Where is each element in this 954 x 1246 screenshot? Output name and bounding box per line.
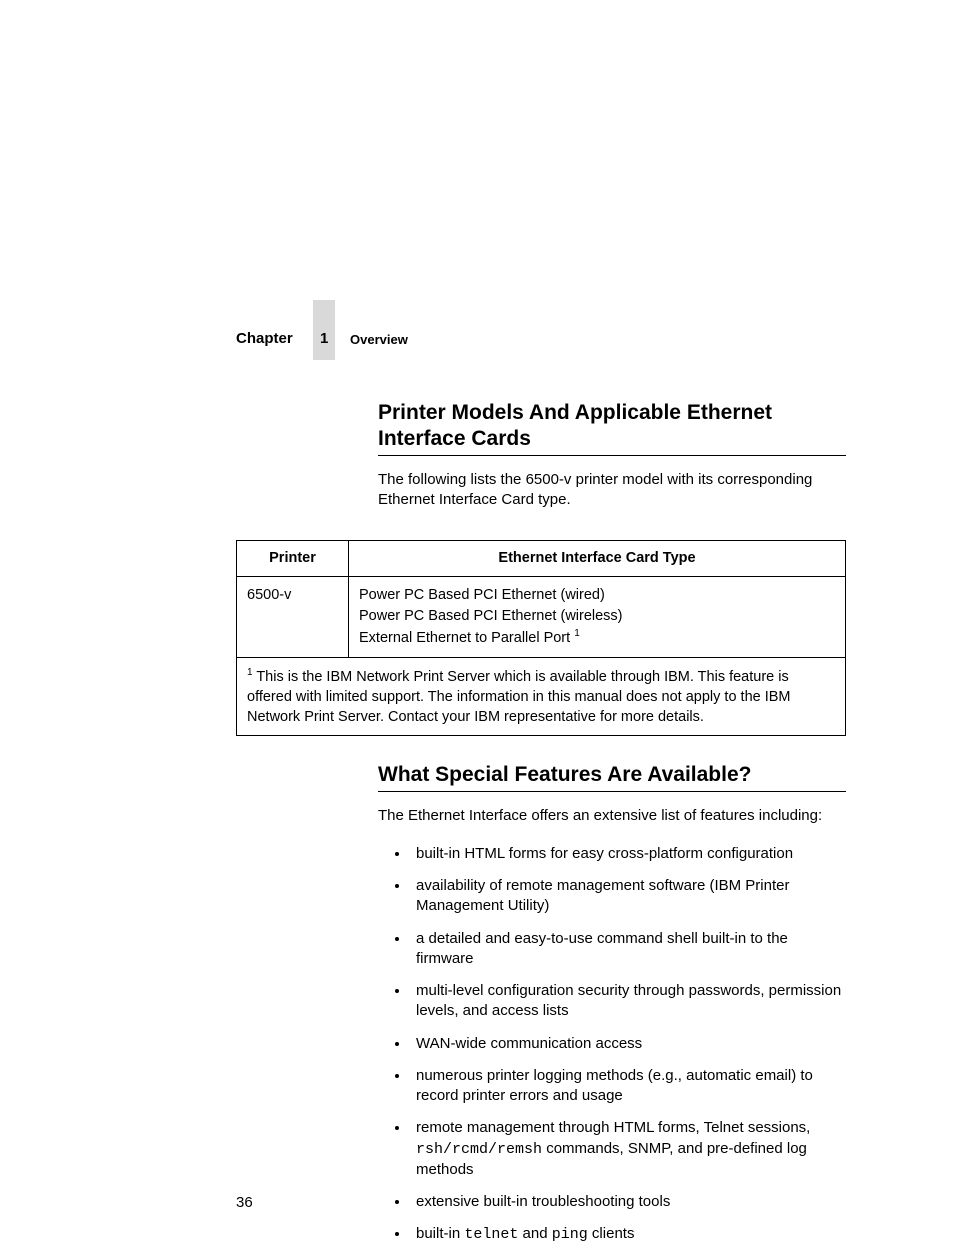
page: Chapter 1 Overview Printer Models And Ap… [0, 0, 954, 1235]
features-list: built-in HTML forms for easy cross-platf… [378, 844, 846, 1246]
list-item: a detailed and easy-to-use command shell… [410, 929, 846, 970]
chapter-number: 1 [320, 330, 328, 347]
section2-intro: The Ethernet Interface offers an extensi… [378, 806, 846, 826]
list-item: remote management through HTML forms, Te… [410, 1118, 846, 1180]
list-item: numerous printer logging methods (e.g., … [410, 1066, 846, 1107]
chapter-title: Overview [350, 332, 408, 347]
card-line-1: Power PC Based PCI Ethernet (wired) [359, 587, 605, 603]
table-footnote: 1 This is the IBM Network Print Server w… [237, 657, 846, 736]
list-item: multi-level configuration security throu… [410, 981, 846, 1022]
table-header-row: Printer Ethernet Interface Card Type [237, 541, 846, 577]
list-item: built-in telnet and ping clients [410, 1224, 846, 1245]
chapter-label: Chapter [236, 330, 293, 347]
list-item: availability of remote management softwa… [410, 876, 846, 917]
list-item: built-in HTML forms for easy cross-platf… [410, 844, 846, 864]
section-rule [378, 791, 846, 792]
item9-b: and [518, 1225, 551, 1242]
col-header-printer: Printer [237, 541, 349, 577]
col-header-cardtype: Ethernet Interface Card Type [349, 541, 846, 577]
section-rule [378, 455, 846, 456]
list-item: WAN-wide communication access [410, 1034, 846, 1054]
section1-intro: The following lists the 6500-v printer m… [378, 470, 846, 511]
cell-printer: 6500-v [237, 576, 349, 657]
card-line-3-prefix: External Ethernet to Parallel Port [359, 630, 574, 646]
item7-a: remote management through HTML forms, Te… [416, 1119, 810, 1136]
cell-cardtype: Power PC Based PCI Ethernet (wired) Powe… [349, 576, 846, 657]
table-row: 6500-v Power PC Based PCI Ethernet (wire… [237, 576, 846, 657]
table-footnote-row: 1 This is the IBM Network Print Server w… [237, 657, 846, 736]
section-title-printer-models: Printer Models And Applicable Ethernet I… [378, 400, 846, 453]
list-item: extensive built-in troubleshooting tools [410, 1192, 846, 1212]
content-block-2: What Special Features Are Available? The… [378, 762, 846, 1245]
item7-mono: rsh/rcmd/remsh [416, 1141, 542, 1158]
page-number: 36 [236, 1194, 253, 1211]
item9-c: clients [588, 1225, 635, 1242]
section-title-special-features: What Special Features Are Available? [378, 762, 846, 788]
content-block-1: Printer Models And Applicable Ethernet I… [378, 400, 846, 510]
ethernet-table-wrap: Printer Ethernet Interface Card Type 650… [236, 540, 846, 736]
chapter-header: Chapter 1 Overview [0, 300, 954, 360]
card-line-2: Power PC Based PCI Ethernet (wireless) [359, 608, 623, 624]
ethernet-interface-table: Printer Ethernet Interface Card Type 650… [236, 540, 846, 736]
item9-a: built-in [416, 1225, 464, 1242]
card-line-3-sup: 1 [574, 628, 580, 639]
footnote-text: This is the IBM Network Print Server whi… [247, 669, 791, 726]
